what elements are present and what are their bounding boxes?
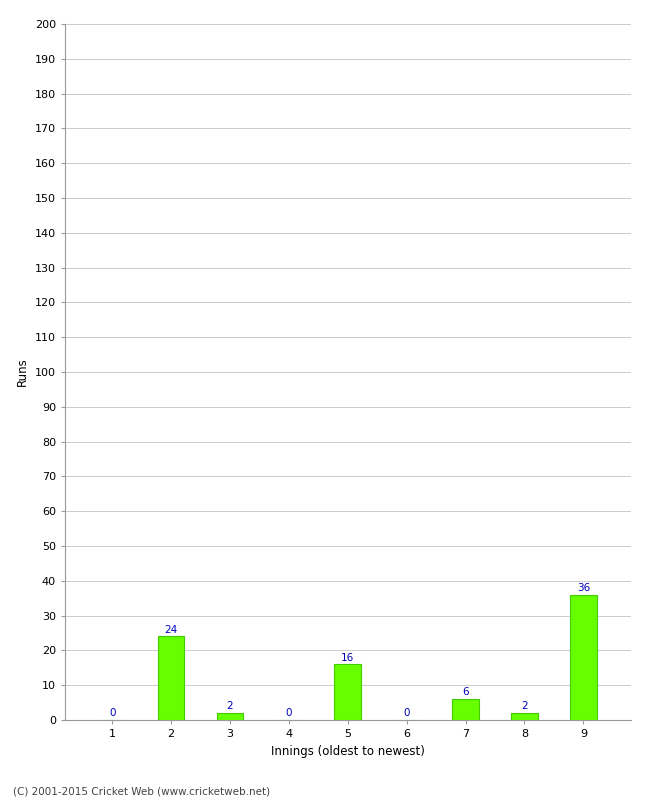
Text: 36: 36 bbox=[577, 583, 590, 593]
Bar bbox=[335, 664, 361, 720]
Bar bbox=[452, 699, 479, 720]
Text: 0: 0 bbox=[404, 708, 410, 718]
Y-axis label: Runs: Runs bbox=[16, 358, 29, 386]
Text: 6: 6 bbox=[462, 687, 469, 698]
Text: 0: 0 bbox=[109, 708, 116, 718]
Text: 2: 2 bbox=[521, 702, 528, 711]
Text: (C) 2001-2015 Cricket Web (www.cricketweb.net): (C) 2001-2015 Cricket Web (www.cricketwe… bbox=[13, 786, 270, 796]
Bar bbox=[511, 713, 538, 720]
Text: 16: 16 bbox=[341, 653, 354, 662]
X-axis label: Innings (oldest to newest): Innings (oldest to newest) bbox=[271, 745, 424, 758]
Bar bbox=[158, 637, 185, 720]
Text: 2: 2 bbox=[227, 702, 233, 711]
Text: 24: 24 bbox=[164, 625, 177, 634]
Text: 0: 0 bbox=[285, 708, 292, 718]
Bar bbox=[216, 713, 243, 720]
Bar bbox=[570, 594, 597, 720]
